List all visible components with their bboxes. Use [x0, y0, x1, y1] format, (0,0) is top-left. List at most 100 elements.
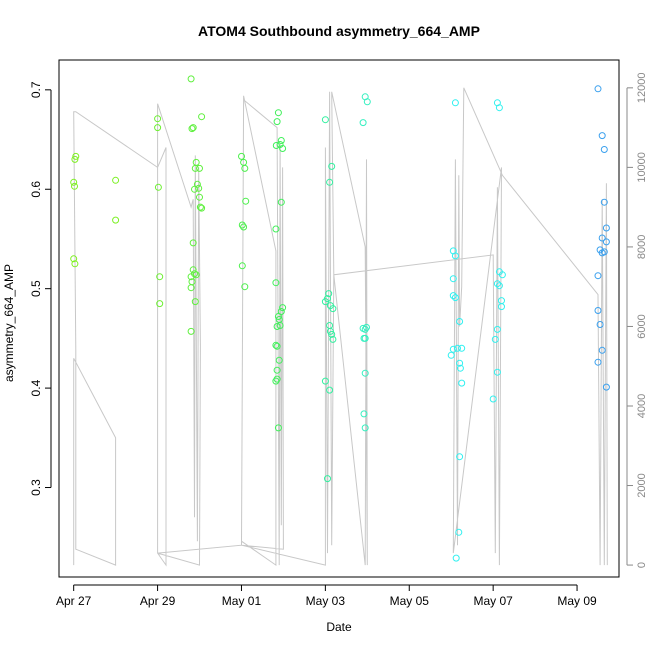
data-point [598, 132, 606, 140]
data-point [188, 125, 196, 133]
data-point [596, 321, 604, 328]
data-point [240, 223, 248, 231]
data-point [489, 395, 497, 403]
data-point [456, 453, 464, 461]
data-point [326, 386, 334, 394]
data-point [594, 358, 602, 366]
data-point [112, 176, 120, 184]
x-axis: Apr 27 Apr 29 May 01 May 03 May 05 May 07 May … [56, 584, 597, 608]
data-point [455, 528, 463, 536]
data-point [361, 325, 369, 333]
data-point [238, 152, 245, 160]
data-point [324, 295, 331, 303]
data-point [279, 145, 287, 152]
data-point [273, 342, 281, 350]
data-point [456, 364, 464, 372]
right-y-tick-label: 0 [636, 562, 648, 568]
data-point [238, 221, 246, 229]
data-point [325, 290, 333, 298]
data-point [274, 424, 282, 432]
data-point [198, 204, 206, 212]
data-point [273, 366, 281, 374]
data-point [598, 234, 606, 242]
x-tick-label: May 03 [306, 594, 346, 608]
data-point [449, 275, 457, 283]
data-point [449, 292, 457, 300]
data-point [321, 116, 329, 124]
data-point [196, 193, 203, 201]
data-point [189, 124, 197, 132]
data-point [359, 119, 367, 127]
secondary-line-layer [73, 87, 608, 567]
data-point [71, 155, 79, 163]
data-point [602, 238, 610, 246]
x-tick-label: May 01 [222, 594, 262, 608]
data-point [192, 158, 200, 166]
right-y-tick-label: 8000 [636, 235, 648, 259]
y-axis-label: asymmetry_664_AMP [2, 264, 16, 382]
chart-title: ATOM4 Southbound asymmetry_664_AMP [198, 23, 480, 39]
y-tick-label: 0.5 [29, 280, 43, 297]
secondary-series-line [73, 87, 608, 567]
data-point [451, 294, 459, 302]
data-point [493, 368, 501, 376]
right-y-axis: 0 2000 4000 6000 8000 10000 12000 [626, 73, 648, 568]
y-tick-label: 0.6 [29, 181, 43, 198]
y-axis: 0.3 0.4 0.5 0.6 0.7 [29, 81, 52, 496]
data-point [324, 475, 331, 483]
x-tick-label: Apr 29 [140, 594, 176, 608]
data-point [242, 197, 250, 205]
data-point [274, 313, 282, 320]
data-point [71, 260, 79, 268]
right-y-tick-label: 12000 [636, 73, 648, 104]
data-point [70, 255, 78, 263]
y-tick-label: 0.4 [29, 379, 43, 396]
data-point [279, 304, 287, 312]
data-point [363, 98, 371, 106]
data-point [491, 335, 499, 343]
data-point [498, 271, 506, 279]
data-point [276, 322, 284, 329]
data-point [191, 185, 198, 193]
data-point [449, 345, 457, 353]
x-axis-label: Date [326, 620, 352, 634]
x-tick-label: May 05 [390, 594, 430, 608]
data-point [495, 282, 503, 290]
x-tick-label: May 07 [473, 594, 513, 608]
data-point [598, 346, 606, 354]
data-point [456, 318, 464, 325]
right-y-tick-label: 2000 [636, 473, 648, 497]
data-point [600, 146, 608, 153]
data-point [458, 344, 466, 352]
data-point [272, 225, 280, 233]
data-point [600, 248, 608, 256]
data-point [112, 216, 120, 224]
data-point [594, 307, 602, 314]
data-point [72, 152, 80, 160]
data-point [454, 344, 461, 352]
data-point [321, 377, 329, 385]
data-point [272, 341, 280, 349]
data-point [594, 272, 602, 280]
data-point [361, 369, 369, 377]
x-tick-label: May 09 [557, 594, 597, 608]
right-y-tick-label: 10000 [636, 152, 648, 183]
data-point [272, 279, 280, 287]
data-point [275, 356, 283, 364]
data-point [328, 330, 336, 338]
data-point [458, 379, 466, 387]
data-points-layer [70, 75, 610, 562]
data-point [452, 554, 460, 562]
right-y-tick-label: 6000 [636, 314, 648, 338]
data-point [600, 198, 608, 206]
data-point [361, 424, 369, 432]
data-point [154, 115, 162, 123]
data-point [196, 164, 203, 172]
data-point [273, 375, 281, 383]
data-point [274, 109, 282, 117]
data-point [198, 113, 206, 121]
data-point [241, 164, 249, 172]
data-point [156, 300, 164, 308]
data-point [456, 359, 464, 367]
